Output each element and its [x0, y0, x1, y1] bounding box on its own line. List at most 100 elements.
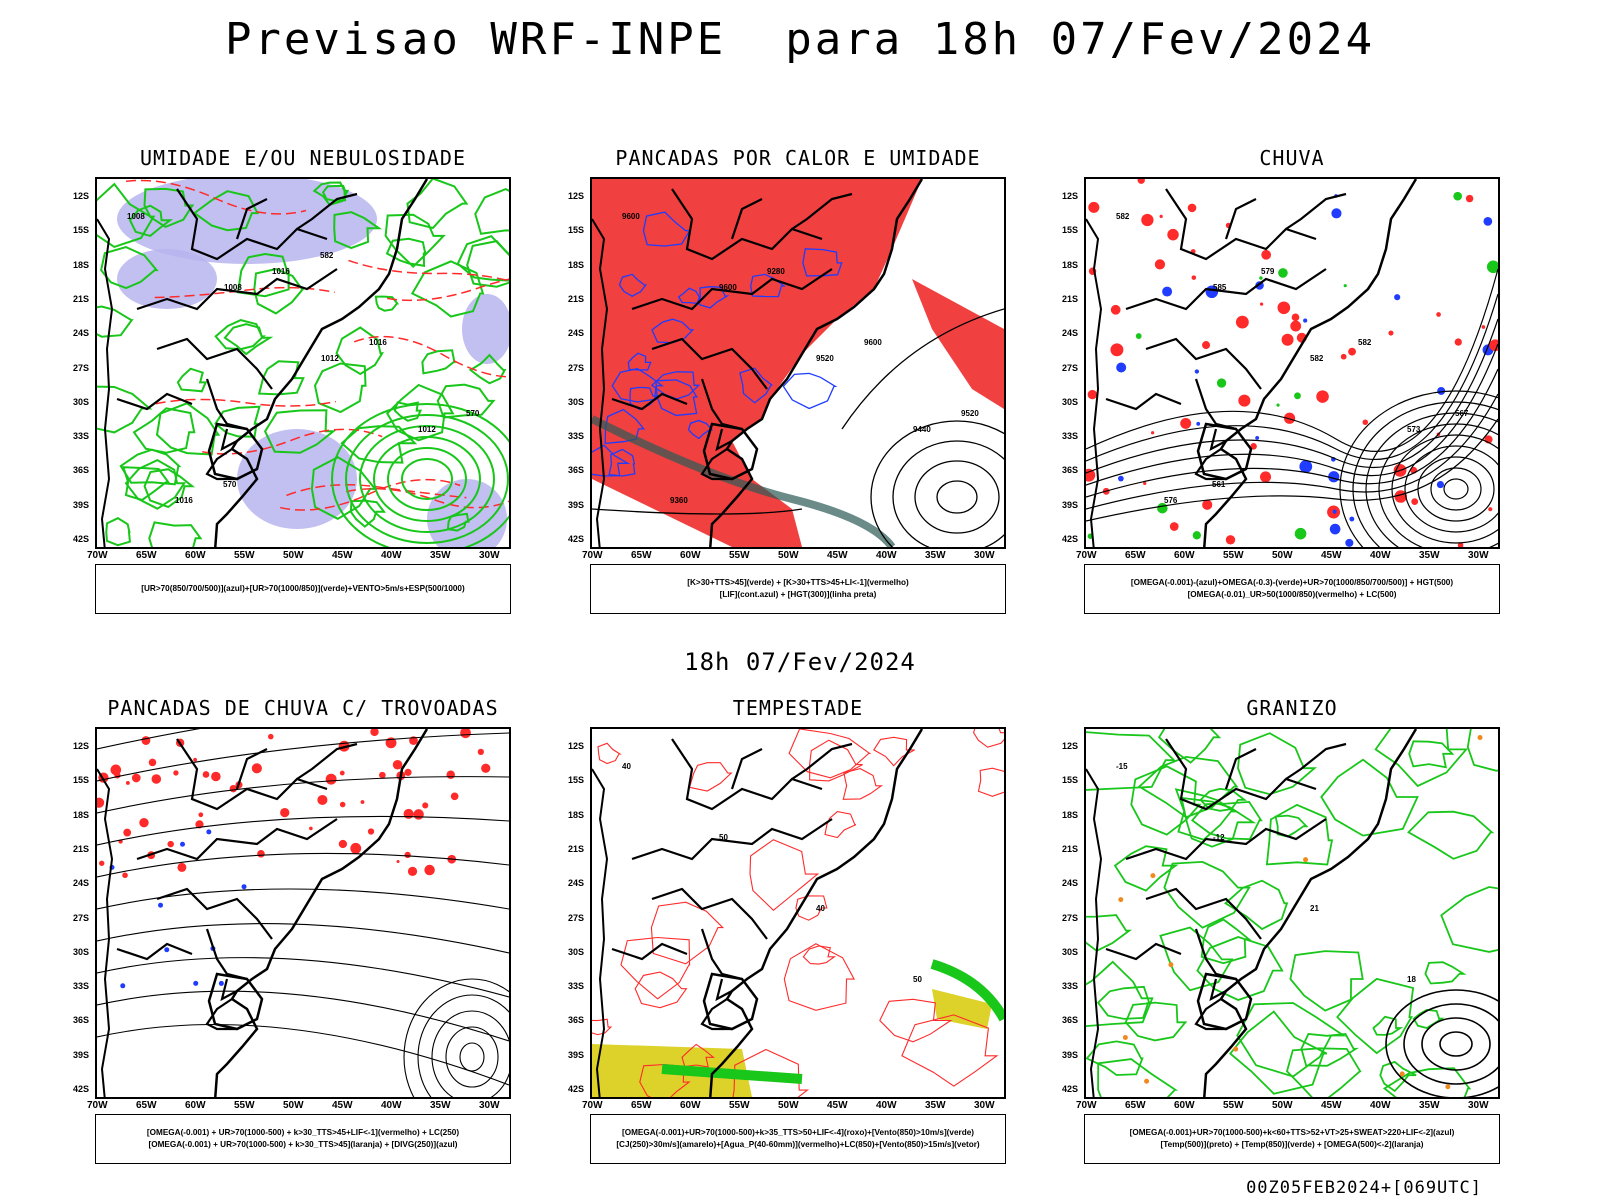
- lon-label: 50W: [283, 1100, 304, 1111]
- convective-cell: [257, 850, 265, 858]
- precip-cell: [1299, 460, 1313, 473]
- lat-label: 12S: [1062, 741, 1079, 751]
- state-border: [611, 942, 688, 961]
- instability-area: [912, 279, 1004, 409]
- lon-label: 60W: [1174, 1100, 1195, 1111]
- height-contour: [1086, 343, 1498, 486]
- lif-contour: [618, 273, 648, 297]
- legend-box-3: [OMEGA(-0.001)-(azul)+OMEGA(-0.3)-(verde…: [1084, 564, 1500, 614]
- precip-water-contour: [749, 839, 820, 912]
- height-contour: [1365, 412, 1498, 547]
- state-border: [1105, 392, 1182, 411]
- precip-cell: [1290, 320, 1302, 332]
- convective-cell: [99, 860, 105, 866]
- lif-contour: [802, 248, 843, 277]
- contour-label: 9600: [719, 283, 737, 292]
- precip-cell: [1250, 443, 1257, 450]
- lat-label: 36S: [568, 465, 585, 476]
- temp850-contour: [1200, 918, 1252, 965]
- state-border: [1209, 428, 1227, 452]
- convective-cell: [367, 828, 375, 835]
- precip-cell: [1277, 301, 1291, 315]
- rh-contour: [100, 246, 159, 290]
- legend-line: [LIF](cont.azul) + [HGT(300)](linha pret…: [719, 590, 877, 599]
- contour-label: 1008: [127, 212, 145, 221]
- precip-cell: [1291, 313, 1300, 322]
- thickness-contour: [353, 335, 509, 378]
- height-contour: [592, 508, 803, 515]
- contour-label: -12: [1213, 833, 1225, 842]
- panel-title-5: TEMPESTADE: [732, 696, 864, 720]
- rh-contour: [313, 362, 367, 414]
- lat-label: 39S: [73, 499, 90, 510]
- contour-label: 1012: [418, 425, 436, 434]
- precip-cell: [1162, 286, 1173, 297]
- precip-cell: [1116, 362, 1127, 373]
- precip-cell: [1453, 191, 1463, 201]
- lat-label: 33S: [568, 431, 585, 442]
- lat-label: 24S: [73, 328, 90, 339]
- convective-cell: [193, 757, 197, 762]
- omega-cell: [1150, 873, 1156, 879]
- coastline: [214, 179, 429, 547]
- lat-label: 15S: [1062, 775, 1079, 786]
- state-border: [1105, 942, 1182, 961]
- lif-contour: [592, 444, 631, 477]
- state-border: [296, 192, 358, 230]
- rh-contour: [312, 181, 350, 207]
- precip-cell: [1486, 260, 1498, 274]
- lon-label: 40W: [381, 550, 402, 561]
- coastline: [214, 729, 429, 1097]
- rh-contour: [333, 211, 383, 250]
- precip-cell: [1143, 481, 1147, 486]
- lat-label: 18S: [568, 259, 585, 270]
- rh-contour: [393, 401, 423, 422]
- divergence-cell: [206, 829, 212, 835]
- panel-title-6: GRANIZO: [1246, 696, 1338, 720]
- precip-cell: [1340, 353, 1347, 360]
- state-border: [715, 978, 733, 1002]
- lon-label: 35W: [1419, 1100, 1440, 1111]
- state-border: [220, 978, 238, 1002]
- lon-label: 30W: [1468, 1100, 1489, 1111]
- legend-box-6: [OMEGA(-0.001)+UR>70(1000-500)+k<60+TTS>…: [1084, 1114, 1500, 1164]
- thickness-contour: [155, 398, 336, 407]
- height-contour: [1086, 293, 1498, 462]
- omega-cell: [1445, 1084, 1451, 1090]
- temp850-contour: [1320, 758, 1419, 837]
- rh-contour: [132, 407, 196, 454]
- temp850-contour: [1086, 960, 1154, 1028]
- height-contour: [870, 420, 1004, 547]
- lat-label: 24S: [1062, 878, 1079, 889]
- precip-cell: [1276, 403, 1280, 407]
- lat-label: 12S: [73, 191, 90, 201]
- precip-cell: [1202, 341, 1211, 350]
- humidity-area: [117, 179, 377, 264]
- lon-label: 30W: [974, 550, 995, 561]
- rh-contour: [192, 190, 260, 232]
- precip-cell: [1194, 369, 1200, 374]
- valid-time-subtitle: 18h 07/Fev/2024: [684, 648, 916, 676]
- lat-label: 12S: [1062, 191, 1079, 201]
- rh-contour: [128, 204, 174, 238]
- contour-label: 9360: [670, 496, 688, 505]
- state-border: [1194, 378, 1237, 431]
- lon-label: 35W: [430, 1100, 451, 1111]
- lon-label: 45W: [1321, 550, 1342, 561]
- precip-cell: [1483, 217, 1493, 226]
- convective-cell: [202, 771, 210, 778]
- state-border: [1125, 268, 1327, 311]
- convective-cell: [477, 748, 484, 755]
- temp850-contour: [1137, 755, 1239, 819]
- omega-cell: [1233, 1046, 1239, 1052]
- temp500-contour: [1421, 1017, 1491, 1071]
- state-border: [1285, 742, 1347, 780]
- height-contour: [1339, 390, 1498, 547]
- lon-label: 40W: [381, 1100, 402, 1111]
- coastline: [1086, 218, 1103, 547]
- lat-label: 36S: [73, 1015, 90, 1026]
- precip-cell: [1169, 522, 1179, 531]
- lat-label: 42S: [1062, 534, 1079, 544]
- precip-cell: [1345, 538, 1354, 547]
- coastline: [97, 218, 114, 547]
